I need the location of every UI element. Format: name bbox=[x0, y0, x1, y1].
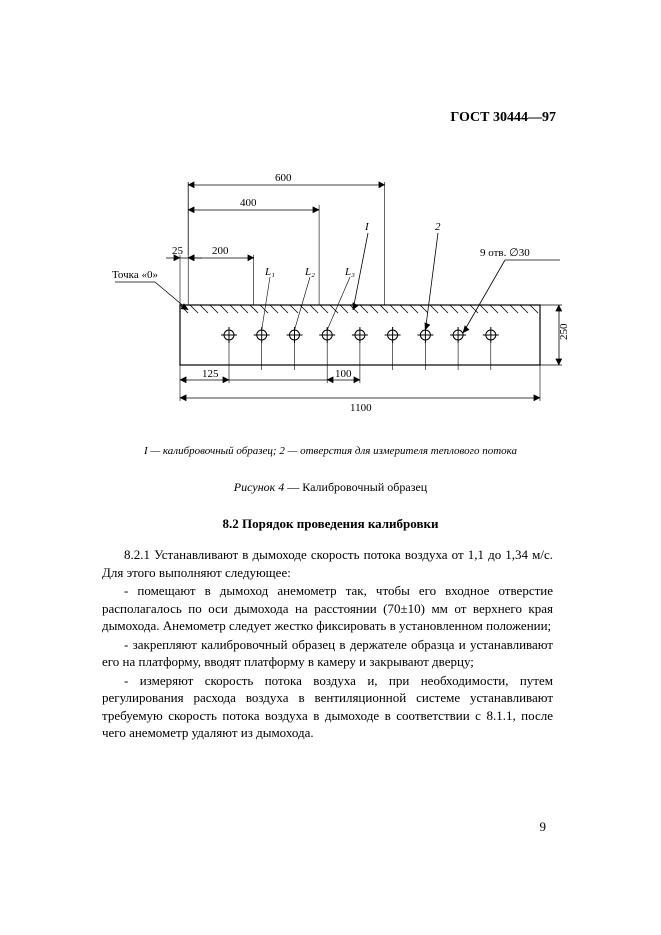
paragraph-2: - помещают в дымоход анемометр так, чтоб… bbox=[102, 582, 553, 635]
paragraph-1: 8.2.1 Устанавливают в дымоходе скорость … bbox=[102, 546, 553, 581]
figure-legend: I — калибровочный образец; 2 — отверстия… bbox=[95, 445, 566, 457]
document-id: ГОСТ 30444—97 bbox=[450, 110, 556, 126]
paragraph-4: - измеряют скорость потока воздуха и, пр… bbox=[102, 672, 553, 742]
dim-100: 100 bbox=[335, 368, 352, 380]
dim-200: 200 bbox=[212, 245, 229, 257]
section-heading: 8.2 Порядок проведения калибровки bbox=[95, 516, 566, 532]
dim-250: 250 bbox=[558, 323, 570, 340]
point-zero: Точка «0» bbox=[112, 269, 158, 281]
figure-caption: Рисунок 4 — Калибровочный образец bbox=[95, 480, 566, 495]
dim-125: 125 bbox=[202, 368, 219, 380]
label-L3: L₃ bbox=[344, 266, 355, 278]
page-number: 9 bbox=[540, 819, 547, 835]
dim-1100: 1100 bbox=[350, 402, 372, 414]
callout-2: 2 bbox=[435, 221, 441, 233]
caption-text: — Калибровочный образец bbox=[287, 480, 427, 494]
paragraph-3: - закрепляют калибровочный образец в дер… bbox=[102, 636, 553, 671]
dim-600: 600 bbox=[275, 172, 292, 184]
caption-label: Рисунок 4 bbox=[234, 480, 284, 494]
figure-4: 125 100 1100 250 bbox=[110, 155, 580, 430]
label-L1: L₁ bbox=[264, 266, 275, 278]
label-L2: L₂ bbox=[304, 266, 315, 278]
page: ГОСТ 30444—97 bbox=[0, 0, 661, 935]
body-text: 8.2.1 Устанавливают в дымоходе скорость … bbox=[102, 546, 553, 743]
dim-25: 25 bbox=[172, 245, 184, 257]
dim-400: 400 bbox=[240, 197, 257, 209]
callout-1: I bbox=[364, 221, 370, 233]
holes-note: 9 отв. ∅30 bbox=[480, 247, 530, 259]
